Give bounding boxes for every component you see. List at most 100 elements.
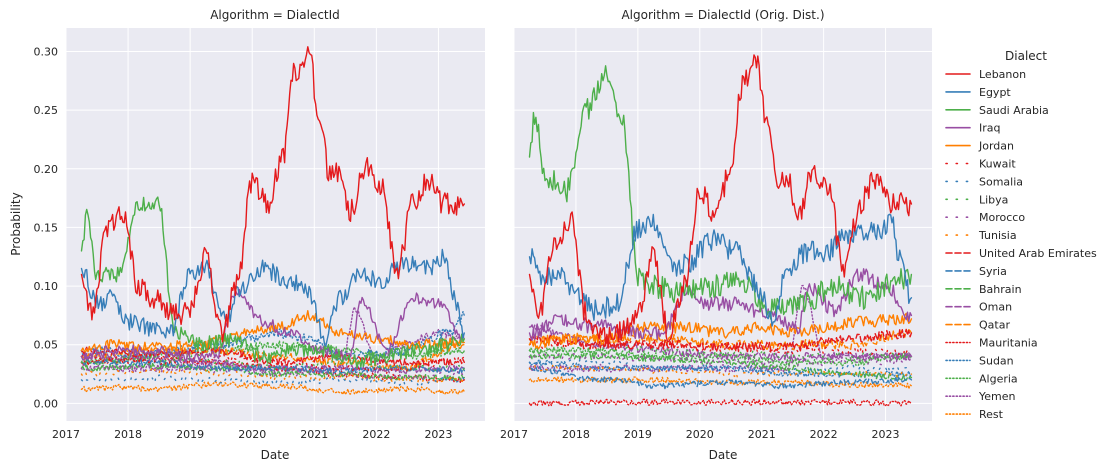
series-line-jordan [80, 310, 465, 353]
legend-item-tunisia: Tunisia [945, 229, 1017, 242]
x-tick-label: 2019 [176, 428, 204, 441]
legend-item-oman: Oman [945, 301, 1012, 314]
series-line-bahrain [80, 362, 465, 382]
legend-label: Lebanon [979, 68, 1026, 81]
legend-item-mauritania: Mauritania [945, 337, 1038, 350]
legend: Dialect Lebanon Egypt Saudi Arabia Iraq Jord… [945, 49, 1097, 421]
x-tick-label: 2023 [872, 428, 900, 441]
legend-label: Somalia [979, 175, 1023, 188]
legend-label: Yemen [978, 390, 1016, 403]
series-line-somalia [80, 374, 465, 386]
series-line-iraq [80, 288, 465, 363]
legend-label: Syria [979, 265, 1007, 278]
gridlines [65, 28, 485, 421]
legend-label: Libya [979, 193, 1008, 206]
series-line-kuwait [528, 339, 913, 356]
legend-label: Iraq [979, 122, 1001, 135]
series-line-jordan [528, 312, 913, 350]
legend-label: Jordan [978, 140, 1014, 153]
series-line-oman [80, 352, 465, 375]
x-tick-label: 2021 [300, 428, 328, 441]
y-tick-label: 0.05 [34, 339, 59, 352]
legend-item-libya: Libya [945, 193, 1008, 206]
y-axis-label: Probability [9, 192, 23, 255]
x-tick-label: 2017 [52, 428, 80, 441]
series-line-bahrain [528, 352, 913, 381]
x-tick-label: 2018 [114, 428, 142, 441]
panel-dialectid: 2017 2018 2019 2020 2021 2022 2023 0.00 0.05 0.1… [9, 8, 485, 462]
legend-label: Rest [979, 408, 1004, 421]
y-tick-label: 0.00 [34, 397, 59, 410]
x-tick-labels: 2017 2018 2019 2020 2021 2022 2023 [500, 428, 900, 441]
legend-title: Dialect [1005, 49, 1047, 63]
series-line-somalia [528, 358, 913, 374]
legend-item-algeria: Algeria [945, 372, 1018, 385]
legend-label: Mauritania [979, 337, 1038, 350]
legend-label: United Arab Emirates [979, 247, 1097, 260]
series-lines [80, 46, 465, 396]
panel-title: Algorithm = DialectId [210, 8, 340, 22]
series-line-sudan [528, 359, 913, 378]
legend-label: Egypt [979, 86, 1011, 99]
legend-item-jordan: Jordan [945, 140, 1014, 153]
series-line-egypt [528, 213, 913, 327]
x-tick-label: 2018 [562, 428, 590, 441]
legend-item-somalia: Somalia [945, 175, 1023, 188]
series-line-saudi-arabia [80, 196, 465, 369]
series-line-united-arab-emirates [528, 328, 913, 353]
series-line-saudi-arabia [528, 65, 913, 320]
legend-label: Oman [979, 301, 1012, 314]
y-tick-label: 0.20 [34, 163, 59, 176]
series-line-rest [80, 381, 465, 396]
series-line-united-arab-emirates [80, 346, 465, 367]
legend-item-morocco: Morocco [945, 211, 1025, 224]
x-tick-label: 2023 [424, 428, 452, 441]
x-tick-label: 2019 [624, 428, 652, 441]
legend-item-sudan: Sudan [945, 354, 1014, 367]
legend-item-syria: Syria [945, 265, 1007, 278]
series-line-syria [528, 365, 913, 390]
x-tick-labels: 2017 2018 2019 2020 2021 2022 2023 [52, 428, 452, 441]
panel-title: Algorithm = DialectId (Orig. Dist.) [621, 8, 824, 22]
series-line-mauritania [528, 398, 913, 407]
series-line-lebanon [80, 46, 465, 343]
series-line-rest [528, 376, 913, 390]
x-axis-label: Date [261, 448, 290, 462]
x-tick-label: 2020 [238, 428, 266, 441]
y-tick-label: 0.25 [34, 104, 59, 117]
legend-label: Bahrain [979, 283, 1022, 296]
legend-label: Tunisia [978, 229, 1017, 242]
legend-label: Saudi Arabia [979, 104, 1049, 117]
x-tick-label: 2022 [810, 428, 838, 441]
series-line-iraq [528, 268, 913, 341]
y-tick-label: 0.10 [34, 280, 59, 293]
y-tick-labels: 0.00 0.05 0.10 0.15 0.20 0.25 0.30 [34, 45, 59, 410]
x-tick-label: 2022 [362, 428, 390, 441]
legend-item-kuwait: Kuwait [945, 158, 1016, 171]
x-tick-label: 2017 [500, 428, 528, 441]
legend-item-egypt: Egypt [945, 86, 1011, 99]
x-axis-label: Date [709, 448, 738, 462]
series-line-morocco [528, 352, 913, 367]
series-line-qatar [528, 328, 913, 351]
series-line-yemen [80, 306, 465, 375]
x-tick-label: 2021 [748, 428, 776, 441]
legend-label: Morocco [979, 211, 1025, 224]
legend-item-rest: Rest [945, 408, 1004, 421]
series-line-algeria [528, 346, 913, 367]
legend-label: Algeria [979, 372, 1018, 385]
x-tick-label: 2020 [686, 428, 714, 441]
y-tick-label: 0.15 [34, 221, 59, 234]
series-line-lebanon [528, 54, 913, 349]
series-lines [528, 54, 913, 407]
legend-item-iraq: Iraq [945, 122, 1001, 135]
series-line-morocco [80, 364, 465, 381]
legend-item-saudi-arabia: Saudi Arabia [945, 104, 1049, 117]
legend-label: Kuwait [979, 158, 1016, 171]
legend-item-yemen: Yemen [945, 390, 1016, 403]
legend-item-lebanon: Lebanon [945, 68, 1026, 81]
legend-label: Sudan [979, 354, 1014, 367]
legend-item-bahrain: Bahrain [945, 283, 1022, 296]
legend-item-qatar: Qatar [945, 319, 1010, 332]
